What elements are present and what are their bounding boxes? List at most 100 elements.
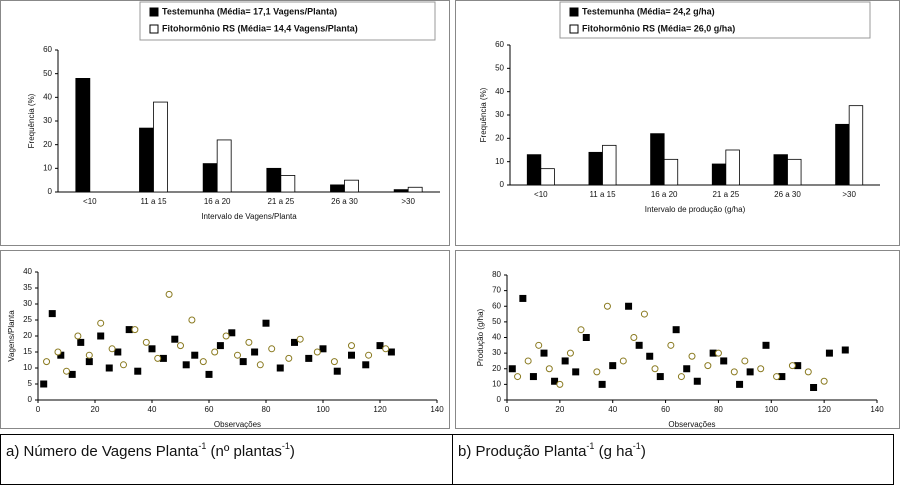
x-tick-label: 16 a 20 [651,190,678,199]
legend-swatch [569,7,579,17]
point [211,348,219,356]
point [48,310,56,318]
point [519,294,527,302]
bar [773,154,788,186]
point [561,357,569,365]
x-axis-title: Observações [668,420,715,429]
point [43,358,51,366]
point [105,364,113,372]
x-axis-title: Intervalo de Vagens/Planta [201,212,297,221]
point [551,377,559,385]
legend-swatch [149,7,159,17]
y-tick-label: 60 [43,45,52,54]
point [683,365,691,373]
y-tick-label: 60 [495,40,504,49]
y-tick-label: 35 [23,283,32,292]
bar [344,179,359,193]
point [514,373,522,381]
point [97,319,105,327]
bar [848,105,864,186]
point [598,380,606,388]
x-axis-title: Intervalo de produção (g/ha) [645,205,746,214]
x-tick-label: 11 a 15 [589,190,616,199]
caption-text: (nº plantas [206,443,282,460]
point [276,364,284,372]
point [720,357,728,365]
point [333,367,341,375]
point [63,367,70,375]
superscript: -1 [586,441,594,451]
y-tick-label: 10 [23,363,32,372]
point [313,348,321,356]
legend-box [559,1,871,39]
x-tick-label: 11 a 15 [140,197,167,206]
bar [725,149,740,186]
point [387,348,395,356]
point [171,335,179,343]
point [205,370,213,378]
point [825,349,833,357]
y-tick-label: 40 [495,87,504,96]
y-tick-label: 40 [492,333,501,342]
y-tick-label: 70 [492,286,501,295]
point [529,373,537,381]
point [630,334,638,341]
x-tick-label: 0 [505,405,510,414]
point [134,367,142,375]
point [651,365,659,373]
caption-text: (g ha [594,443,633,460]
y-axis-title: Vagens/Planta [7,310,16,362]
x-tick-label: 120 [373,405,387,414]
x-tick-label: 140 [430,405,444,414]
point [159,354,167,362]
y-tick-label: 20 [492,364,501,373]
point [746,368,754,376]
y-tick-label: 30 [43,116,52,125]
y-tick-label: 10 [492,379,501,388]
point [97,332,105,340]
point [646,352,654,360]
point [296,335,304,343]
bar [407,186,423,193]
point [77,338,85,346]
y-tick-label: 50 [43,69,52,78]
point [382,345,390,353]
y-tick-label: 20 [43,140,52,149]
point [540,349,548,357]
point [593,368,601,376]
x-tick-label: >30 [842,190,856,199]
point [191,351,199,359]
point [508,365,516,373]
point [239,358,247,366]
bar [202,163,218,193]
point [656,373,664,381]
point [330,358,338,366]
point [762,341,770,349]
y-tick-label: 20 [495,133,504,142]
legend-swatch [149,24,159,34]
point [524,357,532,365]
x-tick-label: 20 [555,405,564,414]
legend-box [139,1,436,41]
point [672,326,680,334]
point [251,348,259,356]
point [545,365,553,373]
point [730,368,738,376]
bar [216,139,232,193]
point [85,351,93,359]
panel-frame [455,250,900,429]
point [566,349,574,357]
point [54,348,62,356]
point [142,338,150,346]
legend-swatch [569,24,579,34]
point [268,345,276,353]
point [736,380,744,388]
y-tick-label: 40 [23,267,32,276]
point [222,332,230,340]
bar [330,184,345,193]
x-tick-label: 100 [765,405,779,414]
point [256,361,264,369]
point [773,373,781,381]
point [820,377,828,385]
x-tick-label: 40 [608,405,617,414]
